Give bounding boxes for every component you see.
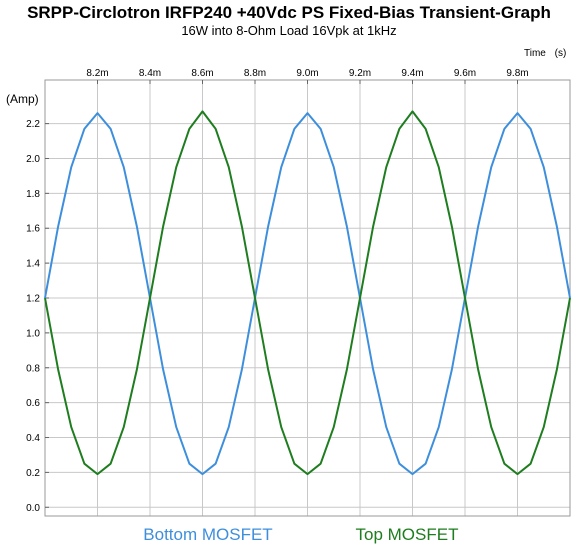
y-tick-label: 1.2 [26, 294, 40, 305]
x-tick-label: 8.6m [191, 68, 213, 79]
x-tick-label: 8.4m [139, 68, 161, 79]
y-tick-label: 1.6 [26, 224, 40, 235]
chart-subtitle: 16W into 8-Ohm Load 16Vpk at 1kHz [181, 23, 397, 38]
x-tick-label: 9.2m [349, 68, 371, 79]
y-axis-label: (Amp) [6, 92, 39, 106]
x-tick-label: 9.4m [401, 68, 423, 79]
y-tick-label: 2.2 [26, 119, 40, 130]
legend-entry-top-mosfet: Top MOSFET [356, 525, 459, 544]
legend: Bottom MOSFET Top MOSFET [143, 525, 458, 544]
series-layer [44, 110, 571, 476]
grid [45, 80, 570, 516]
x-tick-label: 8.8m [244, 68, 266, 79]
y-tick-label: 1.8 [26, 189, 40, 200]
series-line-bottom-mosfet [44, 112, 571, 476]
y-tick-label: 2.0 [26, 154, 40, 165]
y-axis: 0.0 0.2 0.4 0.6 0.8 1.0 1.2 1.4 1.6 1.8 2.0 2.2 [26, 119, 49, 514]
y-tick-label: 0.8 [26, 363, 40, 374]
y-tick-label: 0.2 [26, 468, 40, 479]
x-tick-label: 9.8m [506, 68, 528, 79]
y-tick-label: 0.0 [26, 503, 40, 514]
legend-entry-bottom-mosfet: Bottom MOSFET [143, 525, 272, 544]
x-tick-label: 9.0m [296, 68, 318, 79]
x-axis-unit: (s) [555, 48, 567, 59]
x-axis-label: Time [524, 48, 546, 59]
x-tick-label: 8.2m [86, 68, 108, 79]
y-tick-label: 0.6 [26, 398, 40, 409]
y-tick-label: 1.0 [26, 328, 40, 339]
x-tick-label: 9.6m [454, 68, 476, 79]
y-tick-label: 0.4 [26, 433, 40, 444]
series-line-top-mosfet [44, 110, 571, 476]
chart-title: SRPP-Circlotron IRFP240 +40Vdc PS Fixed-… [27, 3, 551, 22]
y-tick-label: 1.4 [26, 259, 40, 270]
x-axis-title: Time (s) [524, 48, 566, 59]
x-axis: 8.2m 8.4m 8.6m 8.8m 9.0m 9.2m 9.4m 9.6m 9.8m [86, 68, 529, 84]
